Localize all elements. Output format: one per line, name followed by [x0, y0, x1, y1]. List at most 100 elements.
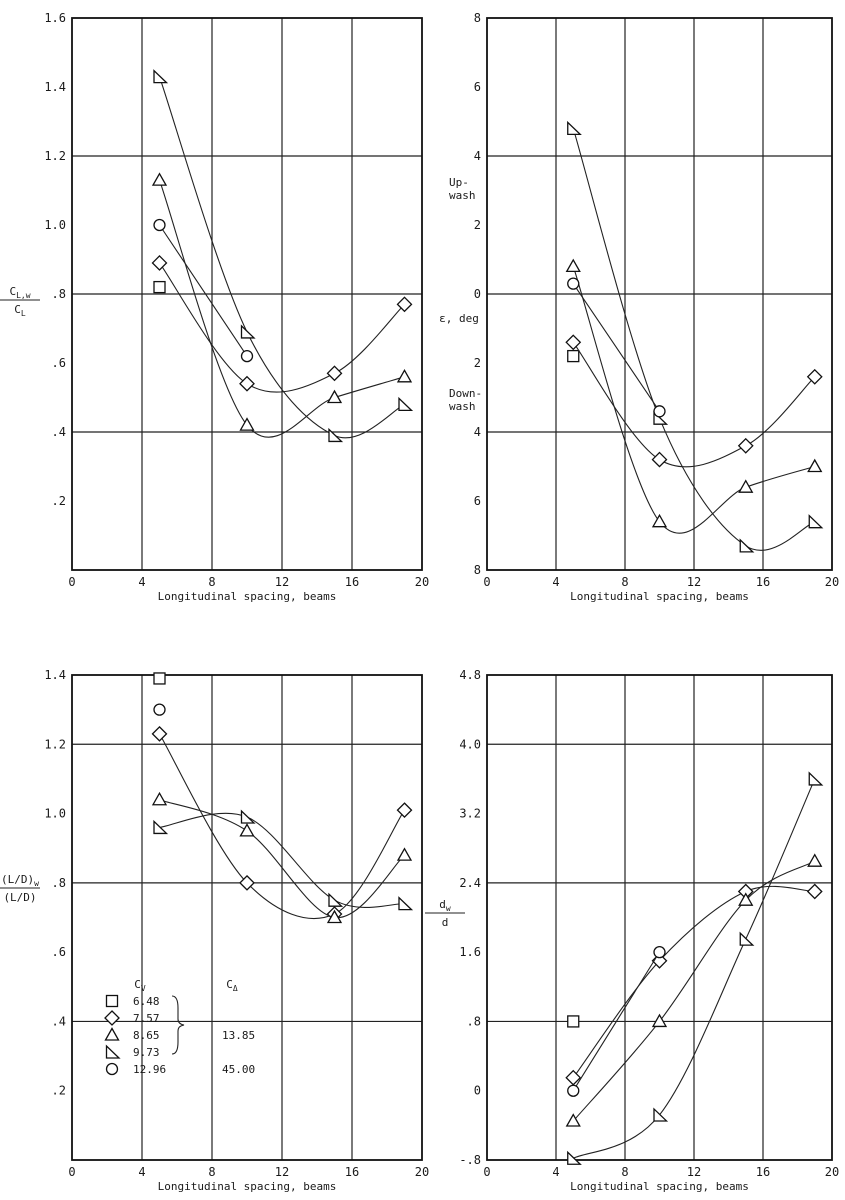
- legend-cdelta-value: 45.00: [222, 1063, 255, 1076]
- data-point-triangle: [151, 791, 168, 806]
- legend-marker-flag: [105, 1044, 121, 1059]
- y-axis-label-numerator: CL,w: [9, 285, 30, 300]
- chart-panel-4: 0 4 8 12 16 20-.80.81.62.43.24.04.8Longitudin…: [425, 668, 839, 1193]
- series-line-flag: [158, 76, 405, 439]
- y-tick-label: 6: [474, 80, 481, 94]
- y-tick-label: 4: [474, 425, 481, 439]
- downwash-label: wash: [449, 400, 476, 413]
- y-tick-label: -.8: [459, 1153, 481, 1167]
- legend-cdelta-value: 13.85: [222, 1029, 255, 1042]
- x-tick-label: 20: [415, 1165, 429, 1179]
- x-axis-label: Longitudinal spacing, beams: [158, 590, 337, 603]
- data-point-diamond: [326, 365, 343, 382]
- x-tick-label: 12: [275, 1165, 289, 1179]
- plot-frame: [486, 674, 833, 1161]
- data-point-diamond: [806, 368, 823, 385]
- y-tick-label: .4: [52, 1014, 66, 1028]
- data-point-diamond: [151, 725, 168, 742]
- legend-marker-diamond: [104, 1010, 120, 1026]
- y-tick-label: 1.6: [459, 945, 481, 959]
- x-tick-label: 8: [621, 1165, 628, 1179]
- series-line-flag: [159, 812, 405, 908]
- x-tick-label: 12: [687, 575, 701, 589]
- y-tick-label: 4: [474, 149, 481, 163]
- y-tick-label: 0: [474, 1084, 481, 1098]
- data-point-flag: [240, 809, 256, 824]
- data-point-triangle: [565, 1113, 581, 1127]
- y-tick-label: 3.2: [459, 807, 481, 821]
- data-point-triangle: [396, 368, 413, 383]
- series-line-circle: [572, 951, 660, 1092]
- data-point-triangle: [326, 909, 343, 924]
- data-point-triangle: [651, 1013, 668, 1028]
- chart-panel-3: 0 4 8 12 16 20 .2 .4 .6 .8 1.0 1.2 1.4 Longitudinal s…: [0, 668, 429, 1193]
- y-tick-label: .8: [52, 287, 66, 301]
- legend-cv-value: 7.57: [133, 1012, 160, 1025]
- x-tick-label: 16: [756, 1165, 770, 1179]
- data-point-square: [153, 280, 166, 294]
- chart-panel-1: 0 4 8 12 16 20 .2 .4 .6 .8 1.0 1.2 1.4 1.6 Longitudina…: [0, 11, 429, 603]
- series-line-diamond: [572, 885, 815, 1079]
- x-tick-label: 20: [825, 1165, 839, 1179]
- legend-marker-triangle: [104, 1027, 120, 1041]
- data-point-flag: [567, 120, 582, 136]
- data-point-flag: [398, 896, 414, 911]
- y-tick-label: .2: [52, 494, 66, 508]
- x-tick-label: 8: [208, 575, 215, 589]
- downwash-label: Down-: [449, 387, 482, 400]
- series-line-triangle: [158, 179, 405, 438]
- y-tick-label: 1.0: [44, 807, 66, 821]
- data-point-triangle: [396, 847, 413, 861]
- data-point-flag: [328, 427, 344, 443]
- legend-brace: [171, 995, 185, 1055]
- y-tick-label: .2: [52, 1084, 66, 1098]
- y-tick-label: 1.0: [44, 218, 66, 232]
- x-tick-label: 4: [138, 575, 145, 589]
- upwash-label: Up-: [449, 176, 469, 189]
- data-point-square: [567, 1015, 580, 1028]
- y-axis-label: ε, deg: [439, 312, 479, 325]
- legend-marker-square: [105, 994, 119, 1008]
- y-tick-label: 8: [474, 11, 481, 25]
- y-tick-label: .4: [52, 425, 66, 439]
- x-tick-label: 16: [345, 575, 359, 589]
- legend-marker-circle: [105, 1062, 119, 1076]
- data-point-square: [153, 672, 166, 685]
- data-point-triangle: [651, 513, 668, 528]
- data-point-triangle: [807, 458, 823, 473]
- series-line-diamond: [159, 733, 405, 920]
- y-tick-label: 6: [474, 494, 481, 508]
- data-point-circle: [240, 349, 254, 363]
- data-point-flag: [328, 892, 344, 907]
- x-tick-label: 20: [825, 575, 839, 589]
- data-point-triangle: [807, 853, 823, 867]
- x-tick-label: 0: [483, 575, 490, 589]
- y-tick-label: 2: [474, 218, 481, 232]
- x-tick-label: 0: [68, 575, 75, 589]
- data-point-diamond: [239, 375, 255, 392]
- x-tick-label: 4: [552, 575, 559, 589]
- y-tick-label: 1.2: [44, 737, 66, 751]
- x-axis-label: Longitudinal spacing, beams: [570, 1180, 749, 1193]
- x-tick-label: 12: [275, 575, 289, 589]
- plot-frame: [486, 17, 833, 571]
- y-tick-label: 1.2: [44, 149, 66, 163]
- y-tick-label: 1.6: [44, 11, 66, 25]
- data-point-triangle: [738, 892, 754, 906]
- data-point-flag: [240, 324, 256, 339]
- series-line-flag: [573, 778, 816, 1159]
- data-point-flag: [153, 69, 169, 84]
- y-axis-label-numerator: (L/D)w: [1, 873, 39, 888]
- x-tick-label: 4: [138, 1165, 145, 1179]
- y-tick-label: 4.8: [459, 668, 481, 682]
- series-line-triangle: [572, 860, 816, 1122]
- data-point-flag: [739, 931, 755, 946]
- legend-cv-value: 8.65: [133, 1029, 160, 1042]
- y-tick-label: .8: [467, 1014, 481, 1028]
- data-point-flag: [739, 538, 755, 553]
- data-point-diamond: [151, 255, 168, 271]
- data-point-diamond: [651, 451, 668, 468]
- y-axis-label-denominator: (L/D): [3, 891, 36, 904]
